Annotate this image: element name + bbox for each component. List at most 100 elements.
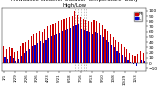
Bar (86, 31, 88, 63)
Bar (22, 43, 24, 63)
Bar (40, 41, 41, 63)
Bar (111, 45, 112, 63)
Bar (26, 51, 27, 63)
Bar (100, 35, 101, 63)
Bar (77, 15, 78, 63)
Bar (88, 21, 89, 63)
Bar (83, 19, 84, 63)
Bar (140, 51, 141, 63)
Bar (124, 47, 125, 63)
Bar (61, 20, 62, 63)
Bar (24, 53, 25, 63)
Legend: H, L: H, L (135, 11, 143, 21)
Bar (11, 48, 13, 63)
Bar (59, 33, 60, 63)
Bar (55, 23, 56, 63)
Bar (136, 63, 137, 66)
Bar (115, 39, 116, 63)
Bar (29, 49, 30, 63)
Bar (70, 27, 71, 63)
Bar (33, 34, 34, 63)
Bar (39, 31, 40, 63)
Bar (74, 11, 76, 63)
Bar (80, 17, 81, 63)
Bar (99, 23, 100, 63)
Bar (104, 29, 106, 63)
Bar (15, 61, 16, 63)
Bar (54, 35, 55, 63)
Bar (126, 49, 127, 63)
Bar (95, 32, 96, 63)
Bar (20, 46, 21, 63)
Bar (97, 33, 99, 63)
Bar (73, 26, 74, 63)
Bar (113, 37, 114, 63)
Bar (129, 53, 130, 63)
Bar (85, 20, 86, 63)
Bar (92, 34, 93, 63)
Bar (69, 17, 70, 63)
Bar (137, 54, 138, 63)
Bar (78, 24, 79, 63)
Bar (62, 31, 63, 63)
Bar (118, 42, 119, 63)
Bar (122, 55, 123, 63)
Bar (31, 36, 32, 63)
Bar (10, 56, 11, 63)
Bar (76, 25, 77, 63)
Bar (107, 31, 108, 63)
Bar (110, 34, 111, 63)
Bar (93, 20, 95, 63)
Bar (6, 49, 7, 63)
Bar (44, 29, 45, 63)
Bar (28, 39, 29, 63)
Bar (67, 29, 68, 63)
Bar (103, 37, 104, 63)
Bar (63, 19, 64, 63)
Bar (114, 47, 115, 63)
Bar (64, 30, 66, 63)
Bar (17, 51, 18, 63)
Bar (144, 61, 145, 63)
Bar (13, 58, 14, 63)
Bar (102, 25, 103, 63)
Bar (18, 59, 19, 63)
Bar (37, 43, 38, 63)
Bar (50, 25, 51, 63)
Bar (56, 34, 57, 63)
Bar (143, 53, 144, 63)
Bar (51, 36, 52, 63)
Bar (96, 21, 97, 63)
Bar (32, 46, 33, 63)
Bar (14, 52, 15, 63)
Bar (21, 56, 22, 63)
Bar (47, 26, 48, 63)
Bar (48, 38, 49, 63)
Bar (121, 44, 122, 63)
Bar (52, 24, 54, 63)
Bar (36, 33, 37, 63)
Bar (133, 63, 134, 64)
Bar (141, 60, 142, 63)
Bar (58, 21, 59, 63)
Bar (130, 62, 131, 63)
Bar (9, 47, 10, 63)
Bar (4, 57, 6, 63)
Bar (132, 55, 133, 63)
Bar (43, 43, 44, 63)
Bar (125, 57, 126, 63)
Bar (127, 60, 129, 63)
Bar (45, 40, 47, 63)
Bar (7, 59, 8, 63)
Bar (106, 40, 107, 63)
Bar (41, 32, 43, 63)
Title: Milwaukee Weather Outdoor Temperature  Daily High/Low: Milwaukee Weather Outdoor Temperature Da… (11, 0, 138, 8)
Bar (84, 30, 85, 63)
Bar (72, 16, 73, 63)
Bar (119, 53, 120, 63)
Bar (25, 42, 26, 63)
Bar (134, 56, 136, 63)
Bar (91, 22, 92, 63)
Bar (116, 51, 118, 63)
Bar (66, 18, 67, 63)
